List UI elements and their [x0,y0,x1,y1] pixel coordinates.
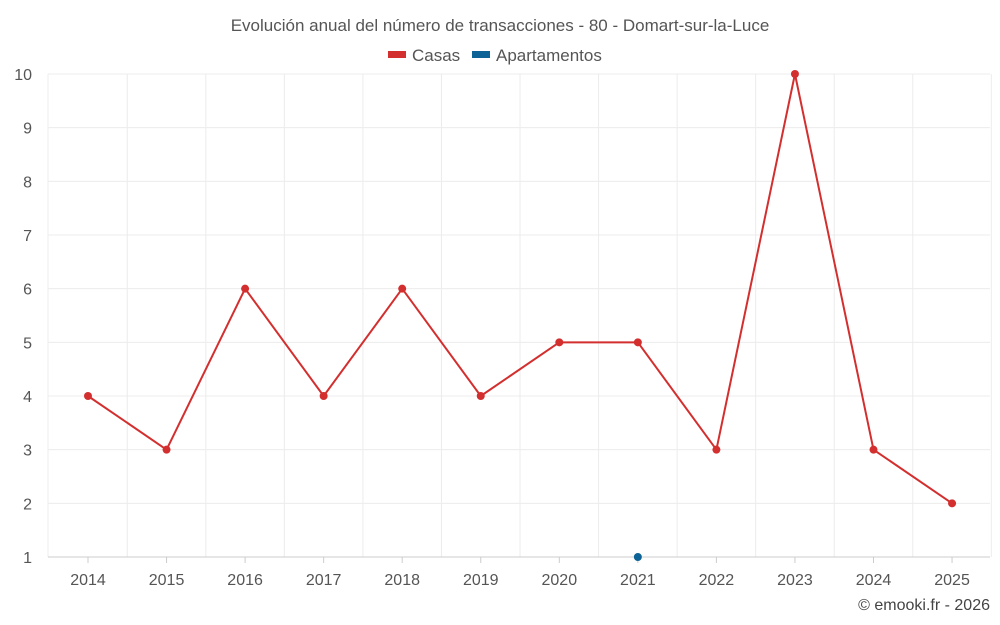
x-tick-label: 2022 [699,572,735,589]
data-point-casas [948,499,957,508]
data-point-casas [84,392,92,400]
data-point-casas [241,284,250,293]
y-tick-label: 3 [23,443,32,460]
data-point-casas [162,445,171,454]
credit-text: © emooki.fr - 2026 [858,597,990,614]
y-axis: 1 2 3 4 5 6 7 8 9 10 [14,67,32,567]
x-tick-label: 2020 [542,572,578,589]
x-tick-label: 2016 [227,572,263,589]
y-tick-label: 1 [23,550,32,567]
data-point-casas [319,392,328,400]
legend-swatch-casas [388,51,406,58]
data-point-casas [555,338,564,347]
y-tick-label: 10 [14,67,32,84]
y-tick-label: 6 [23,282,32,299]
data-point-apartamentos [633,553,642,561]
x-tick-label: 2024 [856,572,892,589]
x-tick-label: 2018 [384,572,420,589]
data-point-casas [633,338,642,347]
legend-label-apartamentos: Apartamentos [496,46,602,65]
data-point-casas [790,70,799,78]
data-point-casas [712,445,721,454]
series-group [84,70,957,561]
x-tick-label: 2015 [149,572,185,589]
legend: Casas Apartamentos [388,46,602,65]
legend-label-casas: Casas [412,46,460,65]
data-point-casas [476,392,485,400]
series-line-casas [87,73,953,505]
x-tick-label: 2014 [70,572,106,589]
x-tick-label: 2025 [934,572,970,589]
x-axis: 2014 2015 2016 2017 2018 2019 2020 2021 2022 2023… [48,556,990,589]
y-tick-label: 4 [23,389,32,406]
legend-swatch-apartamentos [472,51,490,58]
y-tick-label: 7 [23,228,32,245]
x-tick-label: 2021 [620,572,656,589]
y-tick-label: 5 [23,335,32,352]
y-tick-label: 8 [23,174,32,191]
data-point-casas [869,445,878,454]
x-tick-label: 2017 [306,572,342,589]
chart-title: Evolución anual del número de transaccio… [231,16,770,35]
grid [47,73,992,557]
y-tick-label: 2 [23,496,32,513]
x-tick-label: 2019 [463,572,499,589]
y-tick-label: 9 [23,121,32,138]
data-point-casas [398,284,407,293]
x-tick-label: 2023 [777,572,813,589]
